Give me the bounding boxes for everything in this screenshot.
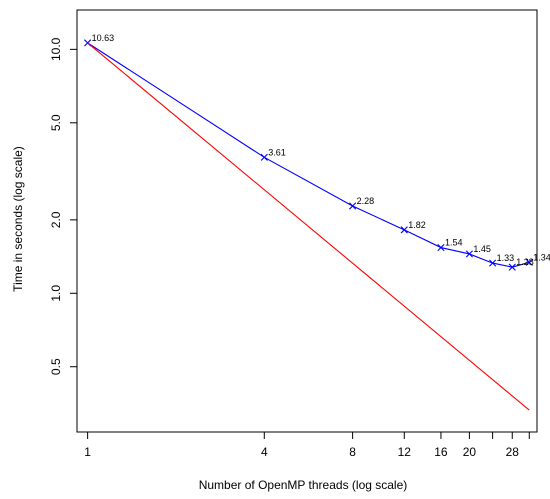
data-point-marker bbox=[400, 226, 408, 234]
y-tick-label: 1.0 bbox=[49, 285, 63, 302]
y-tick-label: 10.0 bbox=[49, 37, 63, 61]
data-label: 3.61 bbox=[268, 147, 286, 157]
data-label: 1.82 bbox=[408, 220, 426, 230]
series-layer: 10.63 3.61 2.28 1.82 1.54 1.45 1.33 1.28 1.34 bbox=[84, 33, 550, 411]
measured-time-line bbox=[87, 42, 530, 268]
data-point-marker bbox=[465, 250, 473, 258]
y-axis-label: Time in seconds (log scale) bbox=[11, 146, 25, 292]
data-label: 1.28 bbox=[516, 257, 534, 267]
data-point-marker bbox=[489, 259, 497, 267]
x-tick-label: 16 bbox=[434, 445, 448, 459]
data-label: 10.63 bbox=[92, 33, 115, 43]
data-label: 1.54 bbox=[445, 238, 463, 248]
data-label: 1.34 bbox=[533, 252, 550, 262]
y-tick-label: 2.0 bbox=[49, 211, 63, 228]
data-point-marker bbox=[508, 263, 516, 271]
x-tick-label: 28 bbox=[506, 445, 520, 459]
ideal-scaling-line bbox=[87, 42, 530, 411]
axes: 1 4 8 12 16 20 28 0.5 1.0 2.0 5.0 10.0 bbox=[49, 37, 530, 459]
y-tick-label: 0.5 bbox=[49, 358, 63, 375]
data-point-marker bbox=[437, 243, 445, 252]
data-point-marker bbox=[349, 202, 357, 210]
x-tick-label: 12 bbox=[398, 445, 412, 459]
plot-frame bbox=[76, 9, 538, 433]
x-tick-label: 4 bbox=[261, 445, 268, 459]
x-tick-label: 8 bbox=[349, 445, 356, 459]
data-label: 1.45 bbox=[473, 244, 491, 254]
data-point-marker bbox=[260, 153, 268, 161]
x-tick-label: 20 bbox=[463, 445, 477, 459]
x-axis-label: Number of OpenMP threads (log scale) bbox=[199, 478, 408, 492]
data-point-marker bbox=[525, 258, 533, 266]
data-label: 1.33 bbox=[497, 253, 515, 263]
data-label: 2.28 bbox=[357, 196, 375, 206]
x-tick-label: 1 bbox=[84, 445, 91, 459]
y-tick-label: 5.0 bbox=[49, 114, 63, 131]
